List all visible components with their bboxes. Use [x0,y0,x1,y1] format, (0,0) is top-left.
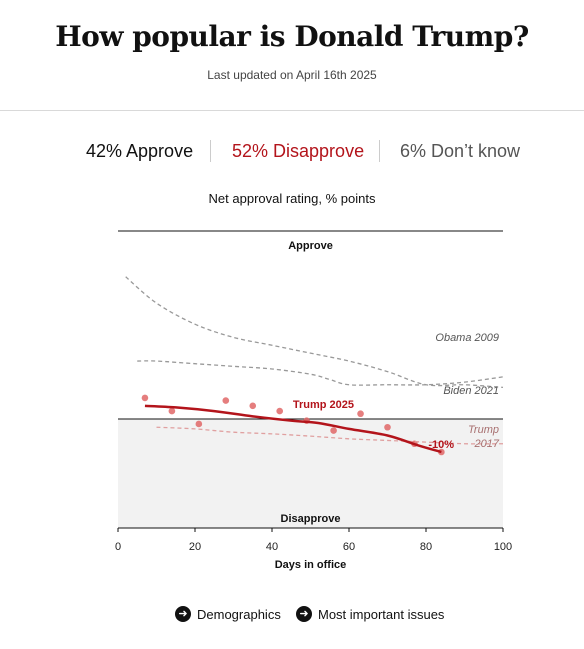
last-updated: Last updated on April 16th 2025 [207,68,377,82]
poll-point [330,427,337,434]
poll-point [168,407,176,415]
demographics-link[interactable]: ➜ Demographics [175,602,281,626]
poll-point [222,397,230,404]
arrow-right-icon: ➜ [296,606,312,622]
series-line-obama-2009 [125,276,504,389]
poll-point [141,394,149,402]
poll-point [384,423,391,431]
x-tick-label: 60 [343,541,355,553]
disapprove-stat: 52% Disapprove [232,141,365,161]
demographics-label: Demographics [197,606,281,622]
series-label-trump-2017: Trump [468,424,499,436]
series-label-biden-2021: Biden 2021 [443,385,499,397]
arrow-right-icon: ➜ [175,606,191,622]
approve-stat: 42% Approve [86,141,194,161]
poll-point [357,410,364,418]
series-label-trump-2017-year: 2017 [474,438,500,450]
issues-link[interactable]: ➜ Most important issues [296,602,444,626]
x-tick-label: 20 [189,541,201,553]
divider [210,140,211,162]
poll-point [276,407,284,415]
series-label-trump-2025: Trump 2025 [293,399,354,411]
page-title: How popular is Donald Trump? [55,20,529,53]
issues-label: Most important issues [318,606,445,622]
chart-title: Net approval rating, % points [208,191,376,206]
approve-region-label: Approve [288,240,333,252]
series-line-trump-2017 [156,426,504,445]
x-tick-label: 100 [494,541,512,553]
x-axis-label: Days in office [275,559,347,571]
x-tick-label: 0 [115,541,121,553]
disapprove-region-label: Disapprove [281,513,341,525]
end-value-label: -10% [428,439,454,451]
series-label-obama-2009: Obama 2009 [435,332,499,344]
x-tick-label: 80 [420,541,432,553]
series-line-trump-2025 [144,404,442,454]
section-nav: ➜ Demographics ➜ Most important issues [0,602,584,626]
poll-point [195,420,203,428]
poll-point [249,402,257,410]
disapprove-region [118,419,503,528]
approval-summary: 42% Approve 52% Disapprove 6% Don’t know [0,138,584,166]
x-tick-label: 40 [266,541,278,553]
header: How popular is Donald Trump? Last update… [0,0,584,111]
divider [379,140,380,162]
dont-know-stat: 6% Don’t know [400,141,521,161]
series-line-biden-2021 [137,360,504,386]
